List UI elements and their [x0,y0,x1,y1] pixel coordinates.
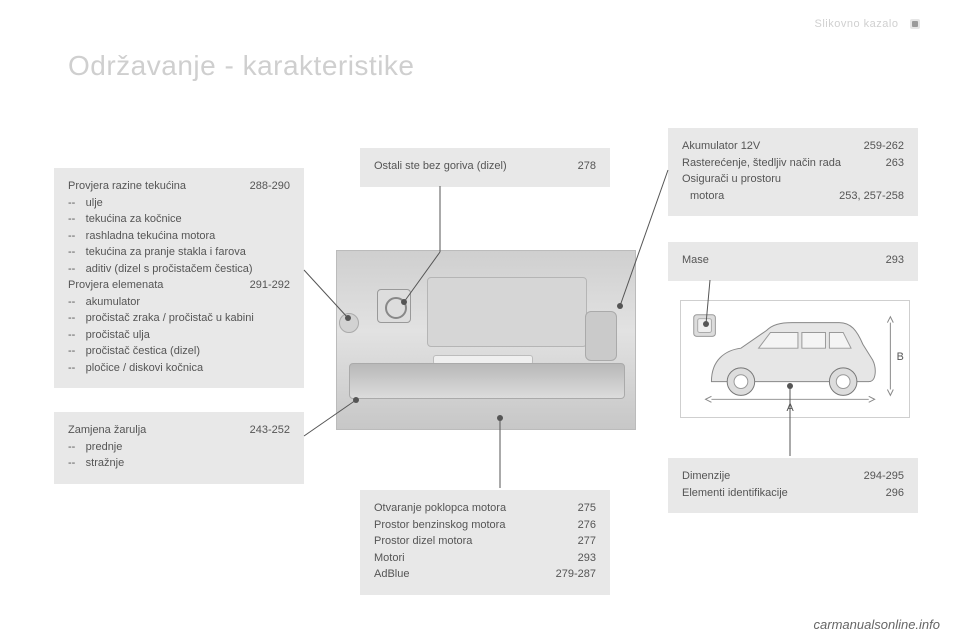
bulbs-heading: Zamjena žarulja [68,422,240,439]
engine-bay-illustration [336,250,636,430]
table-row: Prostor dizel motora277 [374,533,596,550]
bulbs-heading-row: Zamjena žarulja 243-252 [68,422,290,439]
page: Slikovno kazalo Održavanje - karakterist… [0,0,960,640]
list-item: tekućina za kočnice [68,211,290,228]
dim-b-label: B [897,351,904,363]
list-item: stražnje [68,455,290,472]
list-item: rashladna tekućina motora [68,228,290,245]
fuses-label-1: Osigurači u prostoru [682,171,904,188]
section-label: Slikovno kazalo [815,18,899,30]
table-row: Elementi identifikacije296 [682,485,904,502]
fuses-pages: 253, 257-258 [829,188,904,205]
box-fluids: Provjera razine tekućina 288-290 ulje te… [54,168,304,388]
nofuel-row: Ostali ste bez goriva (dizel) 278 [374,158,596,175]
elements-heading: Provjera elemenata [68,277,240,294]
elements-heading-row: Provjera elemenata 291-292 [68,277,290,294]
table-row: Dimenzije294-295 [682,468,904,485]
table-row: Prostor benzinskog motora276 [374,517,596,534]
table-row: Otvaranje poklopca motora275 [374,500,596,517]
list-item: pročistač čestica (dizel) [68,343,290,360]
list-item: aditiv (dizel s pročistačem čestica) [68,261,290,278]
nofuel-pages: 278 [568,158,596,175]
oil-cap-icon [377,289,411,323]
list-item: pločice / diskovi kočnica [68,360,290,377]
weights-label: Mase [682,252,876,269]
header-section: Slikovno kazalo [815,18,921,30]
reservoir-cap-icon [339,313,359,333]
fluids-heading: Provjera razine tekućina [68,178,240,195]
fluids-list: ulje tekućina za kočnice rashladna tekuć… [68,195,290,278]
box-nofuel: Ostali ste bez goriva (dizel) 278 [360,148,610,187]
pipe-shape [585,311,617,361]
list-item: ulje [68,195,290,212]
table-row: Motori293 [374,550,596,567]
table-row: AdBlue279-287 [374,566,596,583]
footer-watermark: carmanualsonline.info [814,617,940,632]
weights-row: Mase 293 [682,252,904,269]
elements-pages: 291-292 [240,277,290,294]
box-battery: Akumulator 12V259-262 Rasterećenje, šted… [668,128,918,216]
fluids-pages: 288-290 [240,178,290,195]
fuses-row: motora 253, 257-258 [682,188,904,205]
box-dimensions: Dimenzije294-295 Elementi identifikacije… [668,458,918,513]
list-item: akumulator [68,294,290,311]
page-marker-icon [910,19,920,29]
front-panel-shape [349,363,625,399]
weights-pages: 293 [876,252,904,269]
list-item: pročistač zraka / pročistač u kabini [68,310,290,327]
fuses-label-2: motora [682,188,829,205]
table-row: Rasterećenje, štedljiv način rada263 [682,155,904,172]
page-title: Održavanje - karakteristike [68,50,415,82]
bulbs-list: prednje stražnje [68,439,290,472]
box-weights: Mase 293 [668,242,918,281]
nofuel-label: Ostali ste bez goriva (dizel) [374,158,568,175]
car-side-diagram: A B [680,300,910,418]
dim-a-label: A [786,402,794,414]
engine-cover-shape [427,277,587,347]
table-row: Akumulator 12V259-262 [682,138,904,155]
list-item: pročistač ulja [68,327,290,344]
list-item: tekućina za pranje stakla i farova [68,244,290,261]
bulbs-pages: 243-252 [240,422,290,439]
list-item: prednje [68,439,290,456]
elements-list: akumulator pročistač zraka / pročistač u… [68,294,290,377]
fluids-heading-row: Provjera razine tekućina 288-290 [68,178,290,195]
box-engine-refs: Otvaranje poklopca motora275 Prostor ben… [360,490,610,595]
box-bulbs: Zamjena žarulja 243-252 prednje stražnje [54,412,304,484]
